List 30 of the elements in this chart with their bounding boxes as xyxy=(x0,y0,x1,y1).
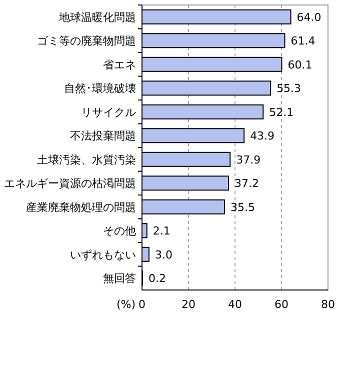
y-tick-label: エネルギー資源の枯渇問題 xyxy=(4,177,136,190)
x-tick-label: 20 xyxy=(182,298,196,311)
x-tick-label: 40 xyxy=(228,298,242,311)
y-tick-label: 土壌汚染、水質汚染 xyxy=(37,153,136,166)
y-tick-label: 無回答 xyxy=(103,272,136,286)
data-label: 37.9 xyxy=(236,153,261,166)
data-label: 55.3 xyxy=(276,82,302,96)
data-label: 64.0 xyxy=(296,10,322,24)
x-tick-label: 0 xyxy=(138,298,146,311)
x-axis-title: (%) xyxy=(116,298,136,311)
y-tick-label: 産業廃棄物処理の問題 xyxy=(26,200,136,214)
x-tick-label: 60 xyxy=(274,298,288,311)
data-label: 3.0 xyxy=(154,248,172,262)
data-label: 37.2 xyxy=(234,177,259,190)
data-label: 60.1 xyxy=(288,58,312,72)
y-tick-label: 省エネ xyxy=(103,58,136,72)
y-tick-label: 自然･環境破壊 xyxy=(64,82,136,96)
data-label: 0.2 xyxy=(148,272,166,286)
y-tick-label: その他 xyxy=(103,224,136,238)
y-tick-label: ゴミ等の廃棄物問題 xyxy=(37,34,136,48)
data-label: 52.1 xyxy=(269,106,294,119)
data-label: 43.9 xyxy=(250,130,275,143)
data-label: 2.1 xyxy=(152,224,170,238)
y-tick-label: いずれもない xyxy=(70,248,136,262)
y-tick-label: 不法投棄問題 xyxy=(70,130,136,143)
y-tick-label: 地球温暖化問題 xyxy=(58,10,136,24)
y-tick-label: リサイクル xyxy=(81,106,136,119)
data-label: 61.4 xyxy=(290,34,316,48)
x-tick-label: 80 xyxy=(321,298,335,311)
data-label: 35.5 xyxy=(230,200,256,214)
